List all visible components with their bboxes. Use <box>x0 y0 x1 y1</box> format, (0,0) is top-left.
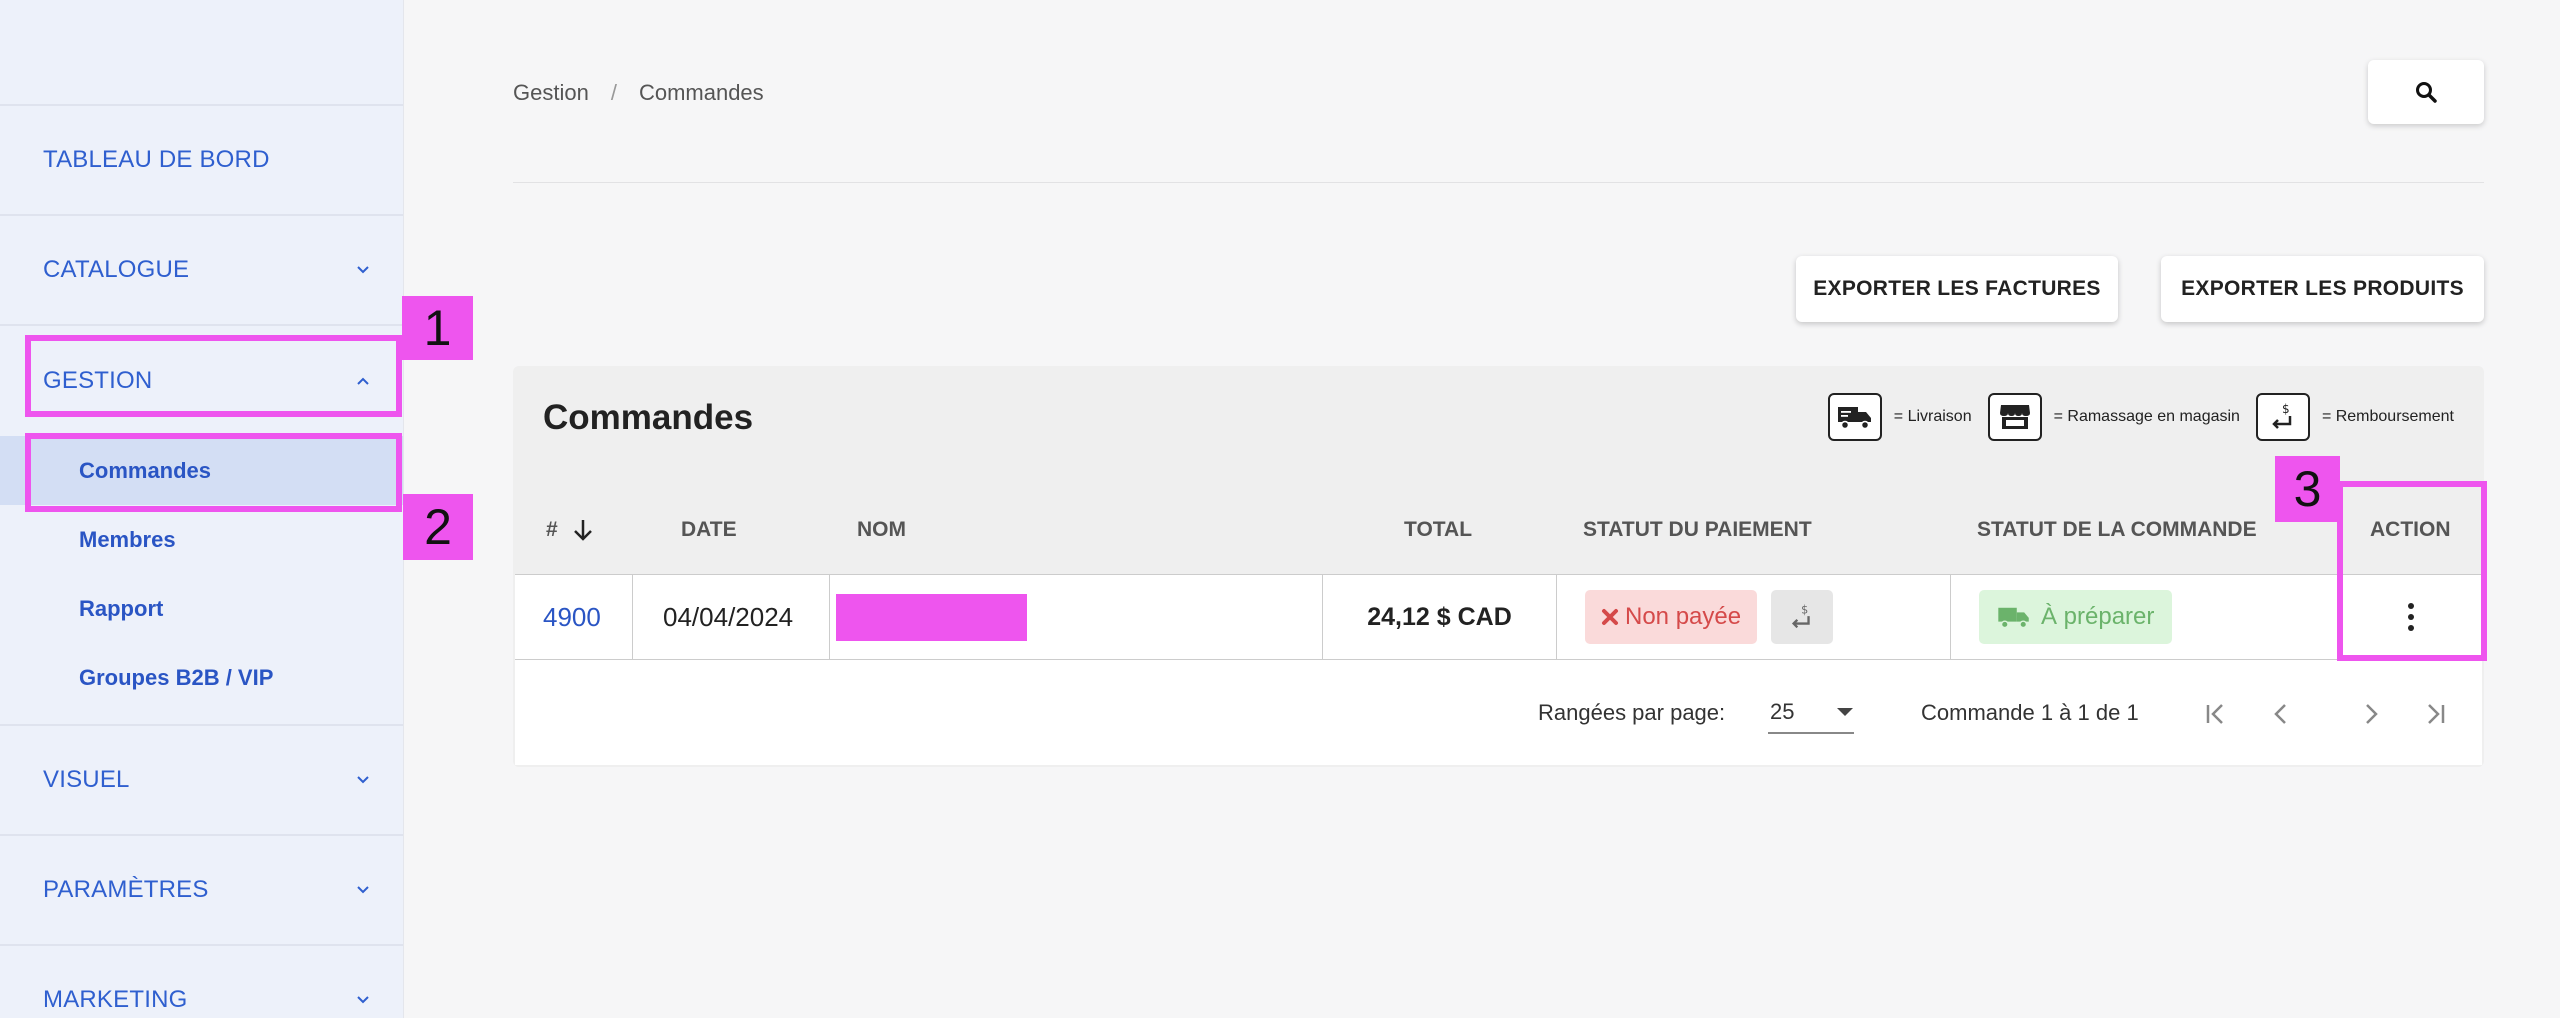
legend-delivery-label: = Livraison <box>1893 408 1972 425</box>
export-products-label: EXPORTER LES PRODUITS <box>2181 277 2464 300</box>
sidebar-item-catalogue[interactable]: CATALOGUE <box>0 216 403 326</box>
column-header-name[interactable]: NOM <box>857 518 906 541</box>
annotation-box-3 <box>2337 481 2487 661</box>
orders-table-header: # DATE NOM TOTAL STATUT DU PAIEMENT STAT… <box>513 496 2484 564</box>
export-invoices-label: EXPORTER LES FACTURES <box>1813 277 2101 300</box>
next-page-button[interactable] <box>2349 692 2393 736</box>
annotation-label-1: 1 <box>402 296 473 360</box>
more-actions-icon[interactable] <box>2407 603 2414 631</box>
rows-per-page-label: Rangées par page: <box>1538 700 1726 725</box>
chevron-down-icon <box>355 262 371 278</box>
sidebar-item-visuel[interactable]: VISUEL <box>0 726 403 836</box>
arrow-down-icon <box>573 520 592 541</box>
order-status-badge: À préparer <box>1979 590 2173 644</box>
column-header-action: ACTION <box>2370 518 2451 541</box>
cell-total: 24,12 $ CAD <box>1323 575 1557 659</box>
export-products-button[interactable]: EXPORTER LES PRODUITS <box>2161 256 2484 322</box>
sidebar-subitem-rapport[interactable]: Rapport <box>0 574 403 643</box>
last-page-icon <box>2428 704 2445 724</box>
sidebar-item-gestion[interactable]: GESTION <box>0 326 403 436</box>
rows-per-page-value: 25 <box>1770 699 1795 724</box>
legend: = Livraison = Ramassage en magasin $ = R… <box>1827 393 2454 441</box>
column-header-payment-status[interactable]: STATUT DU PAIEMENT <box>1583 518 1812 541</box>
payment-status-label: Non payée <box>1625 603 1742 630</box>
chevron-right-icon <box>2366 704 2378 724</box>
store-icon <box>1987 393 2042 441</box>
first-page-button[interactable] <box>2194 692 2238 736</box>
pagination: Rangées par page: 25 Commande 1 à 1 de 1 <box>515 662 2482 765</box>
breadcrumb-separator: / <box>610 80 617 105</box>
column-header-number[interactable]: # <box>546 496 594 564</box>
chevron-down-icon <box>355 772 371 788</box>
gestion-submenu: Commandes Membres Rapport Groupes B2B / … <box>0 436 403 726</box>
sidebar-header <box>0 0 403 106</box>
sidebar-item-marketing[interactable]: MARKETING <box>0 946 403 1018</box>
sidebar-subitem-membres[interactable]: Membres <box>0 505 403 574</box>
cell-payment-status: Non payée $ <box>1557 575 1951 659</box>
orders-card: Commandes = Livraison = Ramassage en mag… <box>513 366 2484 767</box>
chevron-down-icon <box>355 992 371 1008</box>
sidebar-subitem-commandes[interactable]: Commandes <box>0 436 403 505</box>
chevron-left-icon <box>2274 704 2286 724</box>
cell-order-status: À préparer <box>1951 575 2339 659</box>
chevron-up-icon <box>355 373 371 389</box>
order-status-label: À préparer <box>2041 603 2155 630</box>
cell-action <box>2339 575 2482 659</box>
sidebar-subitem-label: Commandes <box>79 457 212 483</box>
sidebar-subitem-label: Membres <box>79 526 176 552</box>
svg-text:$: $ <box>2282 402 2290 416</box>
export-invoices-button[interactable]: EXPORTER LES FACTURES <box>1796 256 2118 322</box>
sidebar-item-label: PARAMÈTRES <box>43 876 209 903</box>
last-page-button[interactable] <box>2413 692 2457 736</box>
svg-text:$: $ <box>1801 603 1808 616</box>
rows-per-page-select[interactable]: 25 <box>1768 692 1854 734</box>
orders-table-body: 4900 04/04/2024 24,12 $ CAD Non payée $ <box>515 574 2482 765</box>
previous-page-button[interactable] <box>2259 692 2303 736</box>
table-row: 4900 04/04/2024 24,12 $ CAD Non payée $ <box>515 574 2482 660</box>
search-button[interactable] <box>2368 60 2484 124</box>
sidebar-item-label: VISUEL <box>43 766 130 793</box>
column-header-order-status[interactable]: STATUT DE LA COMMANDE <box>1977 518 2257 541</box>
breadcrumb: Gestion / Commandes <box>513 80 764 106</box>
cell-date: 04/04/2024 <box>633 575 830 659</box>
legend-refund-label: = Remboursement <box>2321 408 2454 425</box>
cell-name <box>830 575 1323 659</box>
column-header-date[interactable]: DATE <box>681 518 737 541</box>
refund-icon: $ <box>1792 603 1810 629</box>
delivery-truck-icon <box>1998 607 2029 629</box>
payment-status-badge: Non payée <box>1585 590 1758 644</box>
search-icon <box>2416 82 2437 103</box>
sidebar-item-tableau-de-bord[interactable]: TABLEAU DE BORD <box>0 106 403 216</box>
order-number-link[interactable]: 4900 <box>543 601 601 632</box>
legend-pickup-label: = Ramassage en magasin <box>2053 408 2240 425</box>
pagination-count: Commande 1 à 1 de 1 <box>1921 700 2139 725</box>
caret-down-icon <box>1837 708 1853 716</box>
refund-button[interactable]: $ <box>1771 590 1834 644</box>
sidebar-subitem-label: Rapport <box>79 595 164 621</box>
annotation-label-2: 2 <box>403 494 473 560</box>
orders-title: Commandes <box>543 398 754 437</box>
cell-number: 4900 <box>515 575 633 659</box>
annotation-label-3: 3 <box>2275 456 2340 522</box>
sidebar-item-label: CATALOGUE <box>43 256 190 283</box>
sidebar-item-parametres[interactable]: PARAMÈTRES <box>0 836 403 946</box>
refund-icon: $ <box>2255 393 2310 441</box>
x-icon <box>1602 609 1618 625</box>
sidebar-subitem-groupes-b2b-vip[interactable]: Groupes B2B / VIP <box>0 643 403 712</box>
column-header-total[interactable]: TOTAL <box>1404 518 1473 541</box>
annotation-box-2 <box>25 433 402 512</box>
breadcrumb-root[interactable]: Gestion <box>513 80 589 105</box>
sidebar-subitem-label: Groupes B2B / VIP <box>79 664 274 690</box>
delivery-truck-icon <box>1827 393 1882 441</box>
annotation-box-1 <box>25 335 402 417</box>
first-page-icon <box>2206 704 2223 724</box>
chevron-down-icon <box>355 882 371 898</box>
header-divider <box>513 182 2484 183</box>
sidebar-item-label: TABLEAU DE BORD <box>43 146 270 173</box>
sidebar-item-label: MARKETING <box>43 986 188 1013</box>
column-number-label: # <box>546 518 558 541</box>
redacted-name <box>836 593 1027 641</box>
sidebar-item-label: GESTION <box>43 367 153 394</box>
breadcrumb-current: Commandes <box>638 80 764 105</box>
